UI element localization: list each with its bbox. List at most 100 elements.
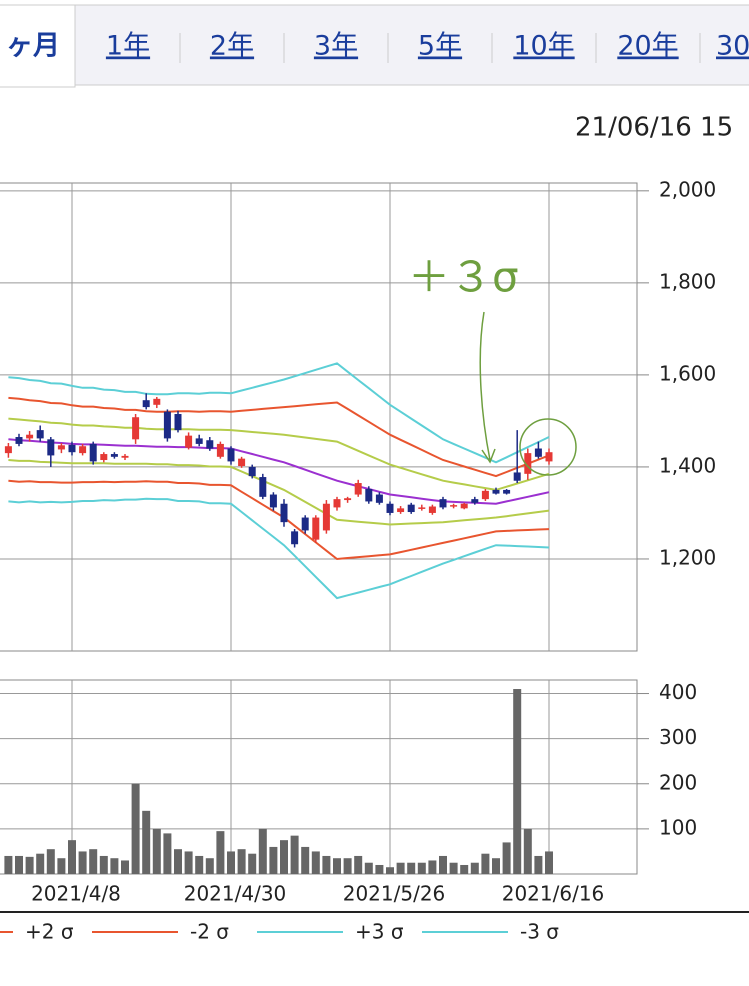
timestamp: 21/06/16 15 <box>575 113 733 143</box>
volume-bar <box>523 828 532 874</box>
volume-bar <box>110 858 119 874</box>
candle-body <box>121 455 129 458</box>
candle-body <box>439 499 447 508</box>
candle-body <box>503 489 511 494</box>
tab[interactable]: 2年 <box>210 31 254 62</box>
candle-body <box>36 430 44 439</box>
candle-body <box>216 443 224 457</box>
y-tick-label: 300 <box>659 725 697 749</box>
candle-body <box>407 504 415 513</box>
candle-body <box>15 437 23 444</box>
candle-body <box>195 438 203 444</box>
candle-body <box>185 435 193 448</box>
legend: +2 σ -2 σ +3 σ -3 σ <box>0 920 559 944</box>
candle-body <box>79 446 87 454</box>
volume-bar <box>322 855 331 874</box>
volume-bar <box>4 855 13 874</box>
candle-body <box>450 505 458 507</box>
candle-body <box>259 477 267 497</box>
volume-bar <box>237 849 246 874</box>
candle-body <box>301 517 309 531</box>
volume-bar <box>449 862 458 874</box>
band-line <box>8 438 550 505</box>
volume-bar <box>99 855 108 874</box>
volume-bar <box>492 858 500 874</box>
candle-body <box>428 506 436 513</box>
volume-bar <box>152 828 161 874</box>
candle-body <box>344 498 352 501</box>
tab[interactable]: 10年 <box>513 31 574 62</box>
candle-body <box>57 445 65 450</box>
plot-frame <box>0 679 638 875</box>
candle-body <box>206 440 214 449</box>
tab[interactable]: ヶ月 <box>6 31 60 62</box>
band-line <box>8 396 550 478</box>
volume-bar <box>513 689 522 874</box>
price-chart: 1,200 1,400 1,600 1,800 2,000 <box>0 177 716 652</box>
candle-body <box>545 452 553 462</box>
volume-bar <box>121 860 129 874</box>
candle-body <box>354 483 362 495</box>
candle-body <box>534 448 542 457</box>
candle-body <box>291 531 299 545</box>
volume-bar <box>195 855 204 874</box>
annotation-arrowhead <box>481 448 496 464</box>
volume-bar <box>386 867 394 874</box>
tab[interactable]: 1年 <box>106 31 150 62</box>
volume-bar <box>46 849 55 874</box>
candle-body <box>153 398 161 405</box>
y-tick-label: 200 <box>659 770 697 794</box>
candle-body <box>89 443 97 462</box>
candle-body <box>4 446 12 454</box>
legend-label: +3 σ <box>355 920 404 944</box>
volume-bar <box>258 828 267 874</box>
x-tick-label: 2021/4/8 <box>31 882 121 906</box>
volume-bar <box>343 858 352 874</box>
volume-bar <box>470 862 479 874</box>
candle-body <box>524 453 532 474</box>
tab[interactable]: 3年 <box>314 31 358 62</box>
tab[interactable]: 30 <box>716 31 749 62</box>
band-line <box>8 479 550 561</box>
candle-body <box>460 503 468 509</box>
legend-label: +2 σ <box>25 920 74 944</box>
candle-body <box>280 503 288 523</box>
volume-bar <box>57 858 66 874</box>
candle-body <box>163 411 171 439</box>
volume-bar <box>545 851 553 874</box>
x-tick-label: 2021/4/30 <box>184 882 287 906</box>
volume-bar <box>460 864 469 874</box>
candle-body <box>418 507 426 509</box>
volume-bar <box>439 855 447 874</box>
volume-bar <box>481 853 490 874</box>
volume-bar <box>205 858 214 874</box>
y-tick-label: 1,600 <box>659 361 716 385</box>
volume-bar <box>174 849 182 874</box>
candle-body <box>333 499 341 508</box>
volume-bar <box>354 855 363 874</box>
candle-body <box>68 444 76 453</box>
y-tick-label: 1,400 <box>659 453 716 477</box>
volume-bar <box>184 851 193 874</box>
tab[interactable]: 5年 <box>418 31 462 62</box>
candle-body <box>100 454 108 461</box>
candle-body <box>110 454 118 457</box>
candle-body <box>513 472 521 481</box>
x-tick-label: 2021/6/16 <box>502 882 605 906</box>
volume-bar <box>290 835 299 874</box>
x-tick-label: 2021/5/26 <box>343 882 446 906</box>
volume-bar <box>269 846 278 874</box>
selected-tab <box>0 4 76 88</box>
volume-bar <box>311 851 320 874</box>
y-tick-label: 1,200 <box>659 545 716 569</box>
plot-frame <box>0 182 638 652</box>
volume-bar <box>68 840 76 874</box>
y-tick-label: 1,800 <box>659 269 716 293</box>
tab[interactable]: 20年 <box>617 31 678 62</box>
volume-bar <box>248 853 257 874</box>
volume-bar <box>15 855 23 874</box>
candle-body <box>397 508 405 513</box>
volume-bar <box>534 855 543 874</box>
